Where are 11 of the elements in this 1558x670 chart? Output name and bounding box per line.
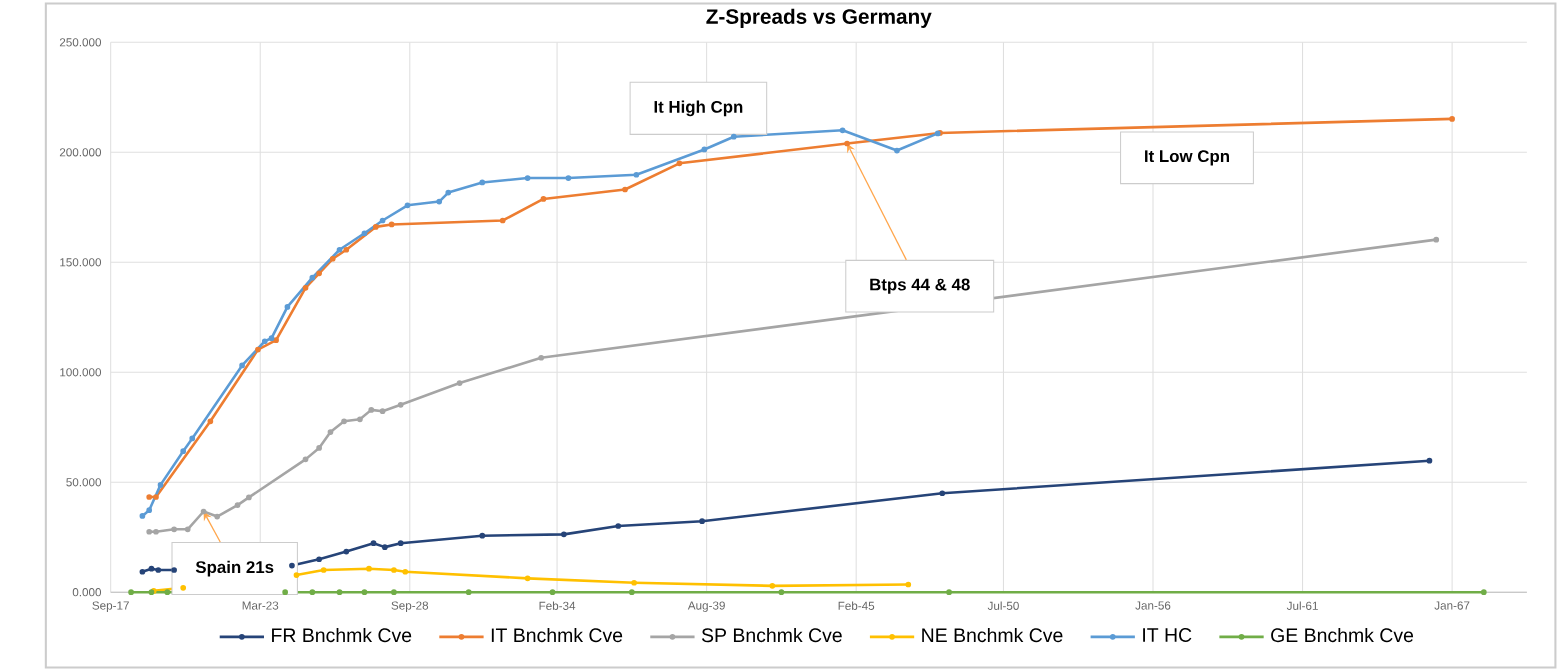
legend-label: SP Bnchmk Cve — [701, 627, 842, 643]
legend-label: FR Bnchmk Cve — [272, 627, 412, 643]
annotation: Spain 21s — [195, 560, 274, 577]
chart-title: Z-Spreads vs Germany — [706, 8, 932, 28]
annotation: It Low Cpn — [1145, 150, 1229, 166]
legend-label: IT HC — [1143, 628, 1192, 642]
legend-label: NE Bnchmk Cve — [922, 627, 1063, 643]
annotation: Btps 44 & 48 — [870, 278, 970, 294]
legend-label: IT Bnchmk Cve — [491, 627, 623, 643]
annotation: It High Cpn — [654, 100, 743, 117]
legend-label: GE Bnchmk Cve — [1271, 627, 1414, 643]
